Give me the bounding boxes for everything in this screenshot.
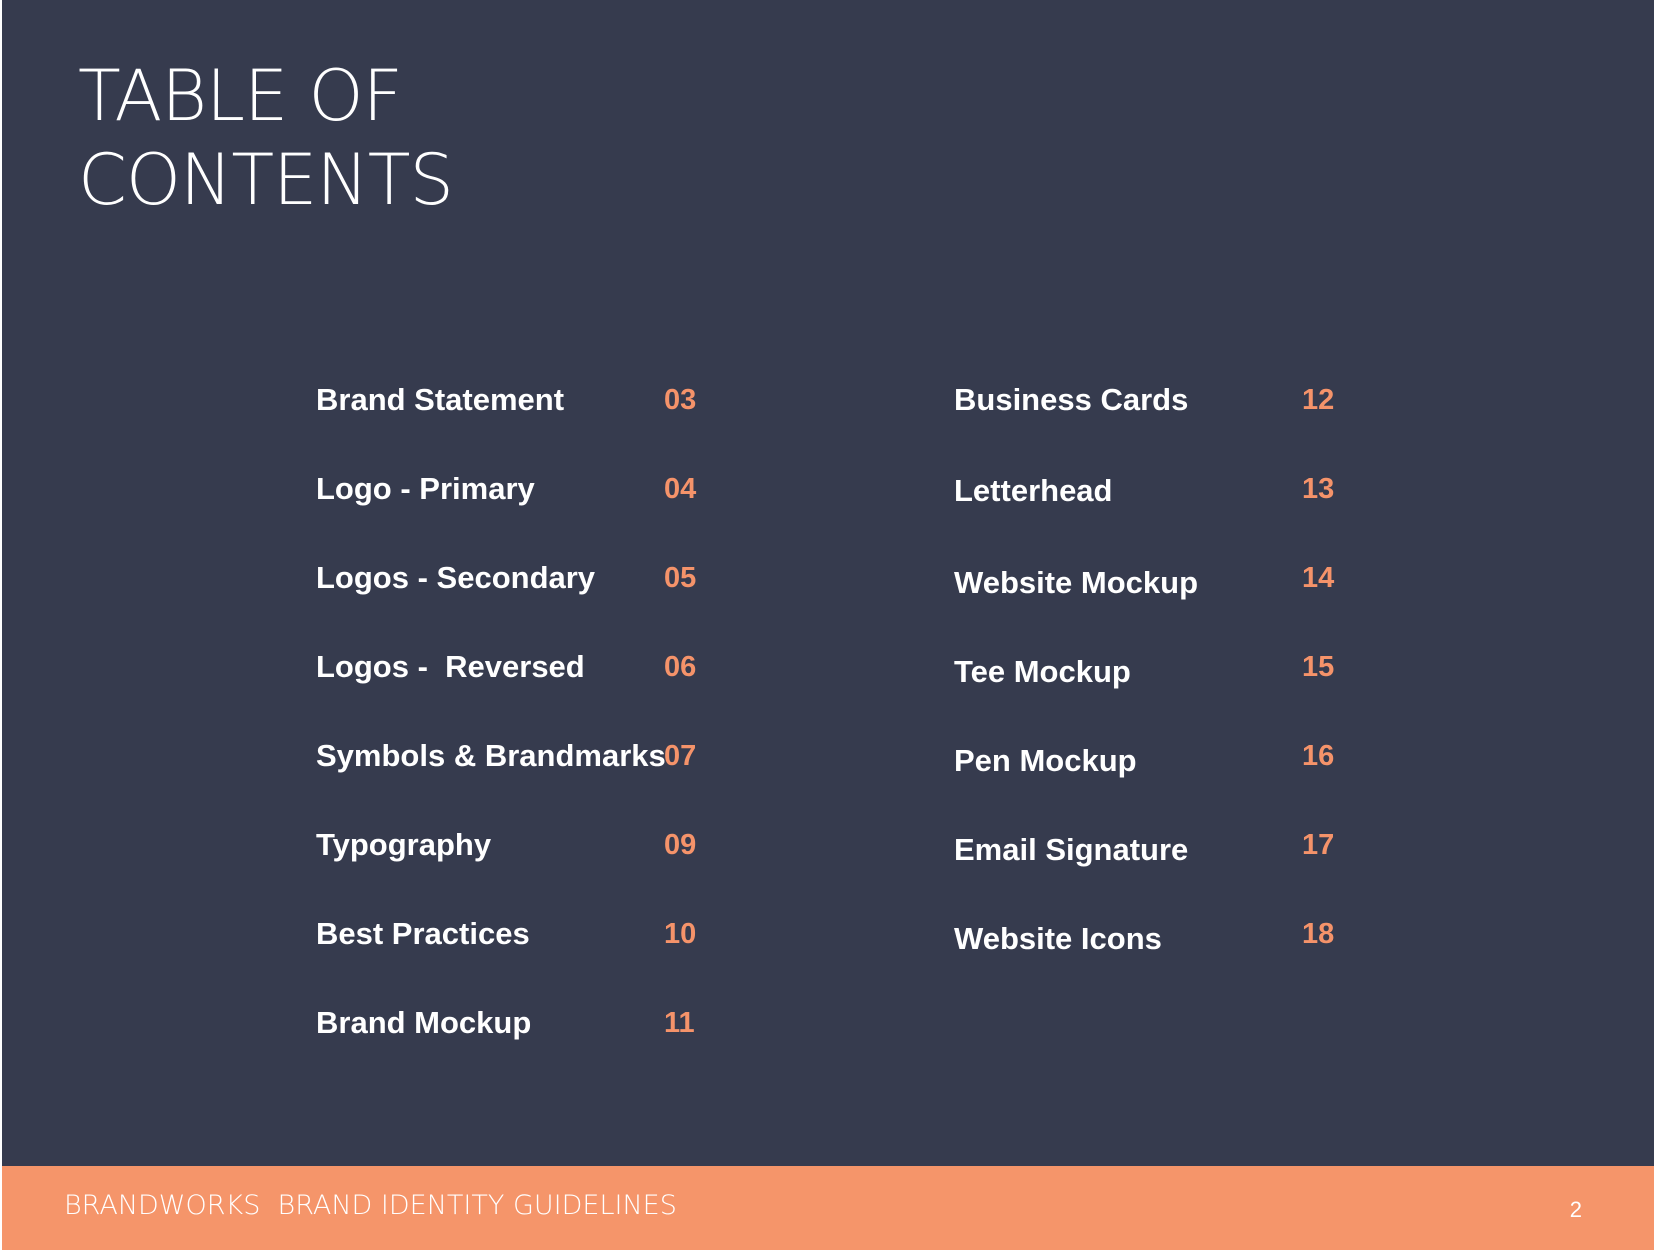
page-title-line-1: TABLE OF <box>78 55 403 137</box>
toc-entry-page: 06 <box>664 651 697 683</box>
toc-entry-page: 09 <box>664 829 697 861</box>
toc-entry-page: 18 <box>1302 918 1335 950</box>
toc-entry-label: Tee Mockup <box>954 654 1131 689</box>
toc-entry-logo-primary[interactable]: Logo - Primary 04 <box>316 469 716 558</box>
toc-entry-label: Brand Statement <box>316 382 565 417</box>
toc-entry-website-mockup[interactable]: Website Mockup 14 <box>954 558 1354 647</box>
toc-entry-label: Logos - Secondary <box>316 560 596 595</box>
toc-entry-label: Logos - Reversed <box>316 649 585 684</box>
toc-entry-page: 05 <box>664 562 697 594</box>
toc-entry-label: Website Mockup <box>954 565 1199 600</box>
footer-document-title: BRANDWORKS BRAND IDENTITY GUIDELINES <box>64 1190 677 1221</box>
footer-bar: BRANDWORKS BRAND IDENTITY GUIDELINES 2 <box>2 1166 1654 1250</box>
toc-entry-page: 14 <box>1302 562 1335 594</box>
toc-entry-logos-secondary[interactable]: Logos - Secondary 05 <box>316 558 716 647</box>
toc-entry-page: 10 <box>664 918 697 950</box>
toc-entry-page: 15 <box>1302 651 1335 683</box>
toc-entry-label: Best Practices <box>316 916 530 951</box>
toc-column-right: Business Cards 12 Letterhead 13 Website … <box>954 380 1354 1003</box>
toc-entry-page: 07 <box>664 740 697 772</box>
toc-entry-brand-mockup[interactable]: Brand Mockup 11 <box>316 1003 716 1092</box>
toc-column-left: Brand Statement 03 Logo - Primary 04 Log… <box>316 380 716 1092</box>
toc-entry-email-signature[interactable]: Email Signature 17 <box>954 825 1354 914</box>
toc-entry-label: Brand Mockup <box>316 1005 532 1040</box>
toc-entry-typography[interactable]: Typography 09 <box>316 825 716 914</box>
toc-entry-page: 03 <box>664 384 697 416</box>
toc-entry-page: 13 <box>1302 473 1335 505</box>
toc-entry-label: Pen Mockup <box>954 743 1137 778</box>
toc-entry-tee-mockup[interactable]: Tee Mockup 15 <box>954 647 1354 736</box>
toc-entry-page: 04 <box>664 473 697 505</box>
toc-entry-page: 16 <box>1302 740 1335 772</box>
toc-entry-pen-mockup[interactable]: Pen Mockup 16 <box>954 736 1354 825</box>
toc-entry-label: Email Signature <box>954 832 1189 867</box>
toc-entry-label: Logo - Primary <box>316 471 535 506</box>
page-number: 2 <box>1569 1197 1582 1222</box>
toc-entry-label: Website Icons <box>954 921 1162 956</box>
toc-entry-brand-statement[interactable]: Brand Statement 03 <box>316 380 716 469</box>
toc-entry-best-practices[interactable]: Best Practices 10 <box>316 914 716 1003</box>
toc-entry-logos-reversed[interactable]: Logos - Reversed 06 <box>316 647 716 736</box>
page-title: TABLE OF CONTENTS <box>78 54 454 222</box>
toc-entry-page: 12 <box>1302 384 1335 416</box>
toc-entry-label: Symbols & Brandmarks <box>316 738 666 773</box>
page-title-line-2: CONTENTS <box>78 139 454 221</box>
toc-entry-page: 11 <box>664 1007 695 1039</box>
toc-entry-website-icons[interactable]: Website Icons 18 <box>954 914 1354 1003</box>
toc-entry-label: Business Cards <box>954 382 1189 417</box>
toc-entry-label: Letterhead <box>954 473 1113 508</box>
toc-entry-label: Typography <box>316 827 492 862</box>
toc-entry-page: 17 <box>1302 829 1335 861</box>
toc-entry-letterhead[interactable]: Letterhead 13 <box>954 469 1354 558</box>
toc-entry-business-cards[interactable]: Business Cards 12 <box>954 380 1354 469</box>
toc-entry-symbols-brandmarks[interactable]: Symbols & Brandmarks 07 <box>316 736 716 825</box>
